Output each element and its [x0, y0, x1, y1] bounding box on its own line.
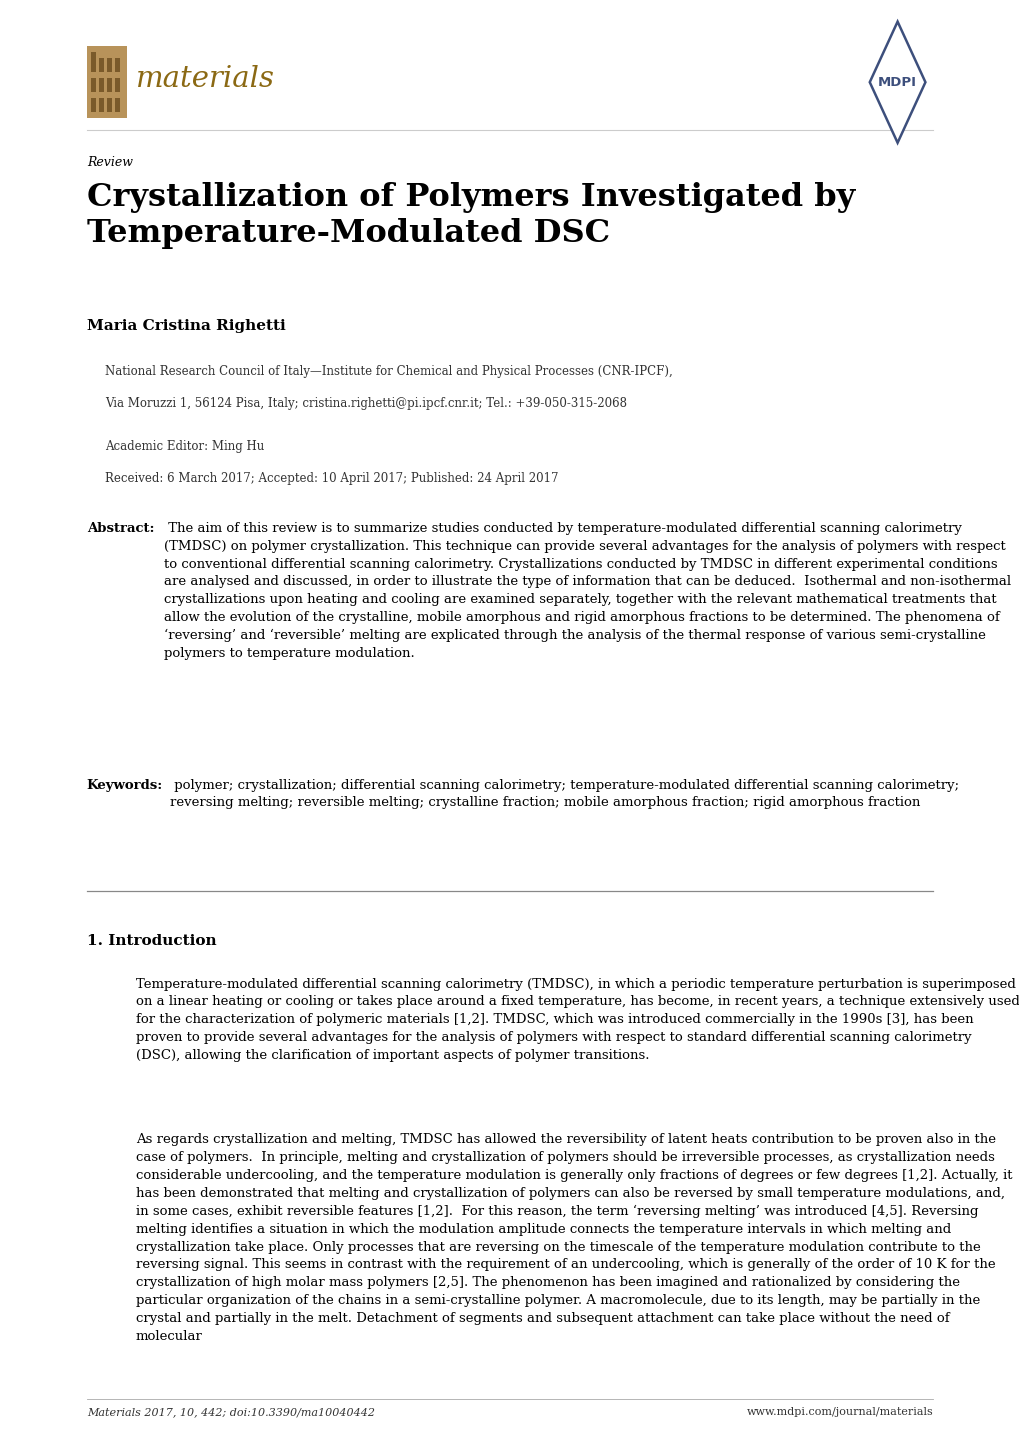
- Text: Review: Review: [87, 156, 132, 169]
- Text: As regards crystallization and melting, TMDSC has allowed the reversibility of l: As regards crystallization and melting, …: [136, 1133, 1011, 1343]
- Text: Keywords:: Keywords:: [87, 779, 163, 792]
- FancyBboxPatch shape: [99, 58, 104, 72]
- FancyBboxPatch shape: [107, 98, 112, 112]
- Text: Abstract:: Abstract:: [87, 522, 154, 535]
- FancyBboxPatch shape: [115, 58, 120, 72]
- Text: materials: materials: [136, 65, 274, 92]
- FancyBboxPatch shape: [99, 98, 104, 112]
- Text: 1. Introduction: 1. Introduction: [87, 934, 216, 949]
- FancyBboxPatch shape: [107, 78, 112, 92]
- Text: Via Moruzzi 1, 56124 Pisa, Italy; cristina.righetti@pi.ipcf.cnr.it; Tel.: +39-05: Via Moruzzi 1, 56124 Pisa, Italy; cristi…: [105, 397, 627, 410]
- Text: The aim of this review is to summarize studies conducted by temperature-modulate: The aim of this review is to summarize s…: [164, 522, 1011, 660]
- Text: Academic Editor: Ming Hu: Academic Editor: Ming Hu: [105, 440, 264, 453]
- FancyBboxPatch shape: [115, 78, 120, 92]
- FancyBboxPatch shape: [107, 58, 112, 72]
- FancyBboxPatch shape: [91, 78, 96, 92]
- Text: Received: 6 March 2017; Accepted: 10 April 2017; Published: 24 April 2017: Received: 6 March 2017; Accepted: 10 Apr…: [105, 472, 558, 485]
- Text: Temperature-modulated differential scanning calorimetry (TMDSC), in which a peri: Temperature-modulated differential scann…: [136, 978, 1019, 1061]
- Text: National Research Council of Italy—Institute for Chemical and Physical Processes: National Research Council of Italy—Insti…: [105, 365, 673, 378]
- Text: Crystallization of Polymers Investigated by
Temperature-Modulated DSC: Crystallization of Polymers Investigated…: [87, 182, 854, 249]
- FancyBboxPatch shape: [87, 46, 127, 118]
- Text: www.mdpi.com/journal/materials: www.mdpi.com/journal/materials: [746, 1407, 932, 1417]
- FancyBboxPatch shape: [115, 98, 120, 112]
- Text: polymer; crystallization; differential scanning calorimetry; temperature-modulat: polymer; crystallization; differential s…: [170, 779, 959, 809]
- Text: MDPI: MDPI: [877, 75, 916, 89]
- FancyBboxPatch shape: [99, 78, 104, 92]
- FancyBboxPatch shape: [91, 52, 96, 72]
- Text: Materials 2017, 10, 442; doi:10.3390/ma10040442: Materials 2017, 10, 442; doi:10.3390/ma1…: [87, 1407, 374, 1417]
- Polygon shape: [869, 22, 924, 143]
- FancyBboxPatch shape: [91, 98, 96, 112]
- Text: Maria Cristina Righetti: Maria Cristina Righetti: [87, 319, 285, 333]
